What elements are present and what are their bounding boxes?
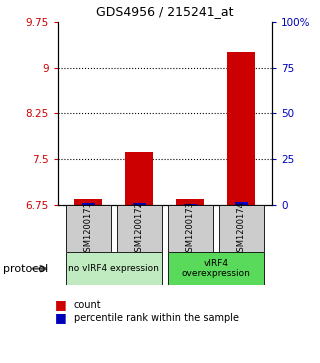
Bar xyxy=(176,199,204,205)
Bar xyxy=(235,202,248,205)
Text: GSM1200172: GSM1200172 xyxy=(135,201,144,257)
Bar xyxy=(227,52,255,205)
Text: ■: ■ xyxy=(54,311,66,324)
Bar xyxy=(66,252,162,285)
Text: GSM1200174: GSM1200174 xyxy=(237,201,246,257)
Bar xyxy=(168,205,213,252)
Text: no vIRF4 expression: no vIRF4 expression xyxy=(68,264,159,273)
Text: vIRF4
overexpression: vIRF4 overexpression xyxy=(181,259,250,278)
Text: GSM1200171: GSM1200171 xyxy=(84,201,93,257)
Title: GDS4956 / 215241_at: GDS4956 / 215241_at xyxy=(96,5,234,18)
Bar xyxy=(125,152,153,205)
Bar xyxy=(117,205,162,252)
Text: percentile rank within the sample: percentile rank within the sample xyxy=(74,313,239,323)
Bar xyxy=(66,205,111,252)
Text: GSM1200173: GSM1200173 xyxy=(186,201,195,257)
Text: protocol: protocol xyxy=(3,264,48,274)
Bar xyxy=(133,203,146,205)
Bar xyxy=(168,252,264,285)
Bar xyxy=(82,203,95,205)
Text: ■: ■ xyxy=(54,298,66,311)
Bar xyxy=(184,204,197,205)
Bar xyxy=(219,205,264,252)
Text: count: count xyxy=(74,300,101,310)
Bar xyxy=(74,199,102,205)
